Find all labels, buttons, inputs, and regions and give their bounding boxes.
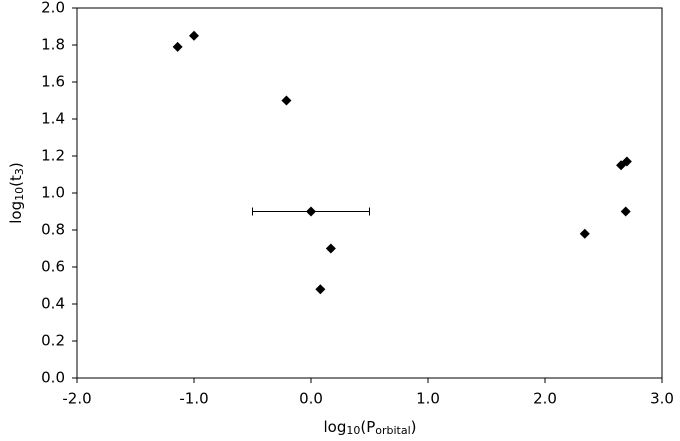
point [325,243,336,254]
point [281,95,292,106]
y-tick-label: 0.0 [41,369,65,387]
point [620,206,631,217]
plot-frame [76,7,663,379]
point [315,284,326,295]
y-label-part: log [7,201,25,224]
x-tick-label: 1.0 [416,390,440,408]
x-label-sub: orbital [375,424,410,437]
point [172,41,183,52]
x-tick-label: 2.0 [533,390,557,408]
x-tick-label: -1.0 [179,390,208,408]
y-label-part: (t [7,175,25,187]
x-label-part: (P [360,418,375,436]
x-label-part: ) [411,418,417,436]
y-label-sub: 10 [13,187,26,201]
x-label-part: log [323,418,346,436]
x-tick-label: 0.0 [299,390,323,408]
x-tick-label: -2.0 [62,390,91,408]
y-tick-label: 1.8 [41,36,65,54]
y-tick-label: 0.6 [41,258,65,276]
point [306,206,316,217]
y-tick-label: 1.6 [41,73,65,91]
x-axis-label: log10(Porbital) [323,418,416,438]
y-tick-label: 1.0 [41,184,65,202]
y-tick-label: 1.2 [41,147,65,165]
point [621,156,632,167]
x-label-sub: 10 [346,424,360,437]
y-tick-label: 2.0 [41,0,65,17]
y-tick-label: 1.4 [41,110,65,128]
y-axis-label: log10(t3) [7,162,27,223]
y-tick-label: 0.4 [41,295,65,313]
point [579,228,590,239]
y-label-sub: 3 [13,168,26,175]
y-tick-label: 0.2 [41,332,65,350]
x-tick-label: 3.0 [650,390,674,408]
y-label-part: ) [7,162,25,168]
point [189,30,199,41]
y-tick-label: 0.8 [41,221,65,239]
